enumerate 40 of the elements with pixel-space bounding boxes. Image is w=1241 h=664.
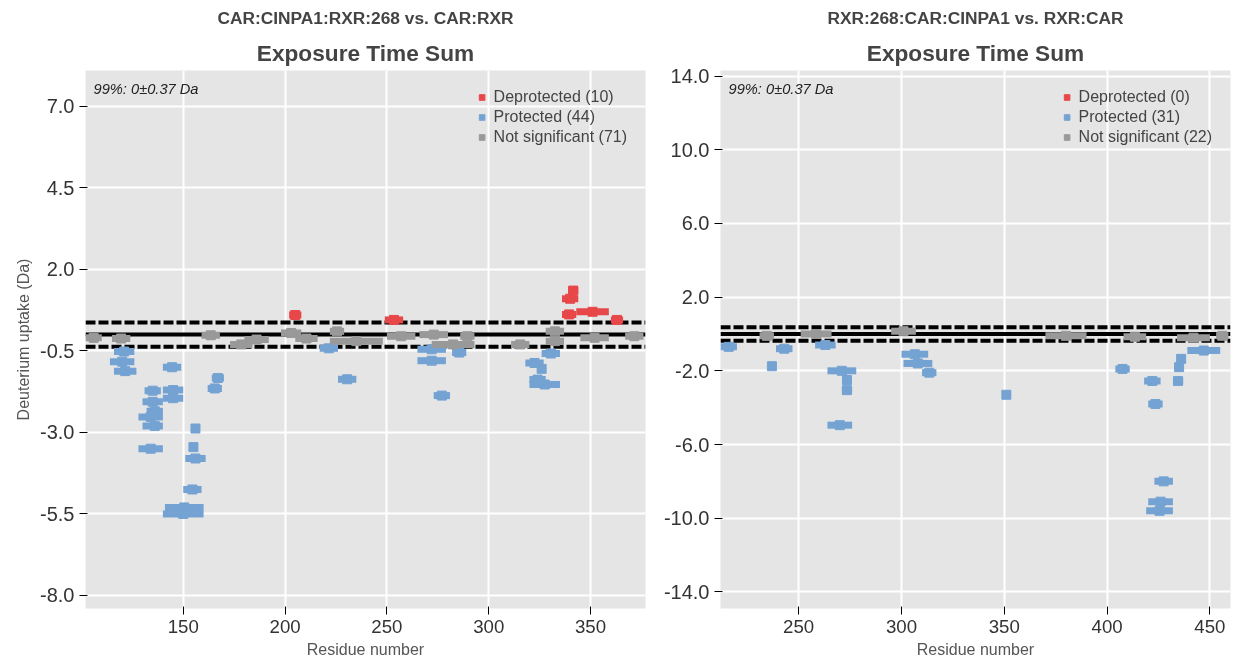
y-tick-label: 2.0	[46, 258, 75, 281]
x-tick-label: 300	[473, 615, 505, 637]
y-tick-label: -3.0	[40, 421, 75, 444]
x-axis-title: Residue number	[916, 640, 1035, 658]
y-tick-label: 7.0	[46, 95, 75, 118]
y-tick-label: 14.0	[670, 65, 710, 88]
y-axis-title: Deuterium uptake (Da)	[15, 258, 33, 421]
y-tick-label: 10.0	[670, 138, 710, 161]
legend-label: Deprotected (0)	[1078, 88, 1190, 106]
legend-label: Protected (44)	[493, 108, 595, 126]
x-tick-label: 150	[167, 615, 199, 637]
x-tick-label: 400	[1091, 615, 1123, 637]
x-tick-label: 250	[371, 615, 403, 637]
y-tick-label: 6.0	[681, 212, 710, 235]
y-tick-label: -14.0	[663, 580, 710, 603]
x-tick-label: 300	[885, 615, 918, 637]
y-tick-label: -0.5	[40, 339, 75, 362]
legend-label: Protected (31)	[1078, 108, 1180, 126]
y-tick-label: -8.0	[40, 584, 75, 607]
legend-label: Deprotected (10)	[493, 88, 614, 106]
chart-subtitle: Exposure Time Sum	[866, 39, 1085, 66]
x-axis-title: Residue number	[306, 640, 425, 658]
annotation: 99%: 0±0.37 Da	[728, 80, 834, 97]
y-tick-label: -10.0	[663, 507, 710, 530]
chart-subtitle: Exposure Time Sum	[256, 39, 475, 66]
chart-title: RXR:268:CAR:CINPA1 vs. RXR:CAR	[827, 7, 1125, 28]
y-tick-label: -2.0	[675, 359, 710, 382]
y-tick-label: -6.0	[675, 433, 710, 456]
chart-title: CAR:CINPA1:RXR:268 vs. CAR:RXR	[217, 7, 515, 28]
annotation: 99%: 0±0.37 Da	[93, 80, 199, 97]
x-tick-label: 350	[988, 615, 1020, 637]
x-tick-label: 250	[783, 615, 815, 637]
x-tick-label: 350	[574, 615, 607, 637]
legend-label: Not significant (22)	[1078, 128, 1212, 146]
y-tick-label: 2.0	[681, 286, 710, 309]
legend-label: Not significant (71)	[493, 128, 627, 146]
x-tick-label: 200	[269, 615, 301, 637]
y-tick-label: -5.5	[40, 502, 75, 525]
x-tick-label: 450	[1194, 615, 1226, 637]
y-tick-label: 4.5	[46, 176, 75, 199]
